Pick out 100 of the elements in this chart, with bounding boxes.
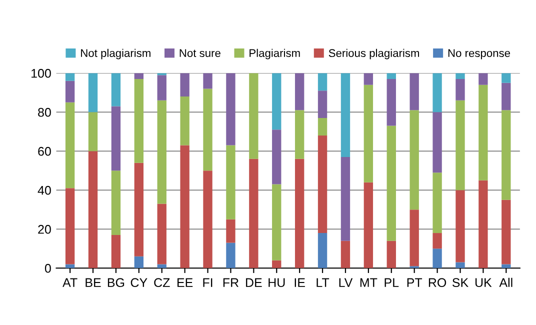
bar (65, 188, 75, 264)
x-tick-label: DE (246, 278, 262, 287)
bar (272, 73, 282, 130)
bar (502, 200, 511, 264)
y-tick-label: 0 (44, 264, 51, 273)
bar (456, 78, 465, 100)
bar (180, 96, 190, 146)
bar (386, 78, 396, 126)
y-tick-label: 40 (38, 186, 51, 195)
bar (134, 162, 144, 256)
y-tick-label: 80 (38, 108, 51, 117)
bar (318, 118, 328, 136)
bar (249, 158, 258, 268)
bar (134, 256, 144, 268)
y-tick-label: 100 (32, 68, 51, 78)
bar (157, 75, 166, 100)
x-tick-label: IE (294, 278, 305, 287)
x-tick-label: FR (223, 278, 238, 287)
bar (226, 73, 236, 146)
x-tick-label: PT (407, 278, 422, 287)
bar (432, 233, 442, 249)
bar (318, 136, 328, 234)
bar (364, 182, 374, 268)
bar (272, 130, 282, 184)
bar (318, 233, 328, 268)
bar (157, 204, 166, 264)
bar (111, 170, 121, 235)
bar (340, 240, 350, 268)
bar (203, 170, 212, 268)
x-tick-label: BE (86, 278, 101, 287)
bar (432, 248, 442, 268)
bar (111, 106, 121, 171)
bar (65, 264, 75, 268)
bar (456, 73, 465, 79)
x-tick-label: AT (62, 278, 78, 287)
bar (111, 234, 121, 268)
bar (432, 112, 442, 173)
bar (111, 73, 121, 106)
bar (364, 84, 374, 182)
x-tick-label: PL (384, 278, 399, 287)
bar (340, 156, 350, 241)
bar (502, 82, 511, 110)
bar (294, 110, 304, 159)
x-tick-label: RO (428, 278, 446, 288)
x-tick-label: EE (178, 278, 193, 287)
bar (88, 112, 98, 152)
bar (226, 242, 236, 268)
bar (410, 210, 419, 266)
bar (180, 73, 190, 97)
x-tick-label: FI (203, 278, 212, 287)
bar (432, 172, 442, 234)
bar (478, 73, 488, 85)
bar (249, 73, 258, 159)
y-tick-label: 20 (38, 224, 51, 234)
bar (456, 262, 465, 268)
bar (157, 264, 166, 268)
legend-label: No response (448, 49, 510, 60)
bar (502, 110, 511, 200)
x-tick-label: SK (452, 278, 468, 288)
bar (318, 73, 328, 91)
x-tick-label: MT (360, 278, 378, 287)
bar (272, 184, 282, 260)
bar (203, 73, 212, 89)
bar (226, 219, 236, 243)
x-tick-label: UK (475, 278, 492, 288)
bar (456, 190, 465, 262)
bar (294, 73, 304, 110)
x-tick-label: CZ (154, 278, 170, 288)
bar (134, 78, 144, 163)
bar (294, 158, 304, 268)
bar (340, 73, 350, 157)
bar (88, 151, 98, 268)
bar (364, 73, 374, 85)
bar (386, 126, 396, 241)
bar (502, 73, 511, 83)
bar (410, 73, 419, 110)
bar (88, 73, 98, 112)
bar (65, 102, 75, 188)
x-tick-label: CY (130, 278, 148, 288)
bar (386, 240, 396, 268)
bar (180, 145, 190, 268)
bar (134, 73, 144, 79)
bar (272, 260, 282, 268)
bar (318, 90, 328, 118)
x-tick-label: HU (268, 278, 285, 288)
y-tick-label: 60 (38, 146, 51, 156)
x-tick-label: LV (339, 278, 353, 287)
legend-label: Plagiarism (250, 48, 300, 60)
bar (478, 180, 488, 268)
bar (478, 84, 488, 180)
bar (502, 264, 511, 268)
bar (456, 100, 465, 190)
bar (410, 110, 419, 210)
legend-label: Serious plagiarism (328, 48, 419, 60)
legend-label: Not sure (180, 49, 220, 58)
x-tick-label: BG (108, 278, 124, 288)
bar (203, 88, 212, 171)
bar (65, 73, 75, 81)
bar (65, 80, 75, 102)
x-tick-label: LT (316, 278, 330, 287)
